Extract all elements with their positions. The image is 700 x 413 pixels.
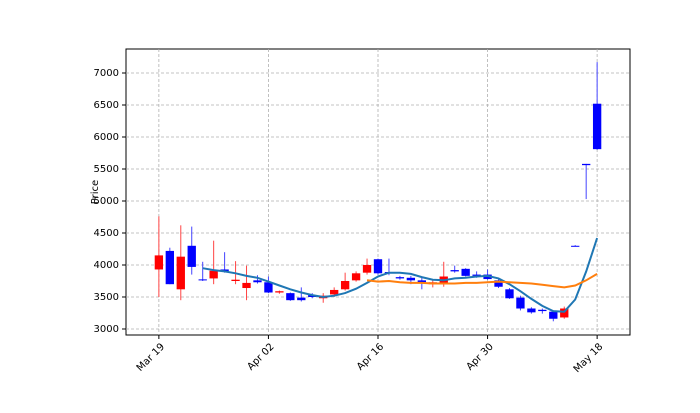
candle-body (330, 289, 339, 295)
y-tick-label: 5000 (94, 196, 119, 207)
y-tick-label: 6000 (94, 132, 119, 143)
x-tick-label: Apr 02 (245, 341, 276, 372)
candle-body (406, 277, 416, 281)
x-tick-label: Apr 30 (465, 341, 496, 372)
candle-body (549, 311, 558, 319)
y-tick-label: 4500 (94, 228, 119, 239)
x-tick-label: Apr 16 (355, 341, 386, 372)
candle-body (516, 297, 525, 309)
candle-body (351, 273, 361, 281)
candle-body (198, 279, 207, 281)
y-tick-label: 3000 (94, 324, 119, 335)
moving-average-line (202, 237, 599, 313)
y-tick-label: 6500 (94, 100, 119, 111)
candle-body (154, 255, 164, 270)
candle-body (264, 282, 273, 293)
candle-body (571, 245, 580, 247)
y-tick-label: 4000 (94, 260, 119, 271)
candle-body (395, 277, 405, 279)
candle-body (187, 245, 196, 267)
candle-body (209, 270, 218, 279)
candle-body (373, 259, 383, 274)
candle-body (242, 282, 251, 289)
candle-body (176, 256, 185, 290)
candle-body (582, 163, 591, 166)
candle-body (538, 309, 547, 312)
candle-body (286, 293, 295, 301)
candle-body (450, 270, 459, 272)
candle-body (340, 280, 350, 290)
candle-body (297, 297, 306, 301)
x-tick-label: May 18 (572, 341, 606, 375)
y-tick-label: 5500 (94, 164, 119, 175)
candle-body (275, 291, 284, 293)
y-axis-label: Price (90, 180, 101, 204)
candle-body (472, 274, 481, 276)
candle-body (461, 268, 470, 276)
candle-body (505, 289, 514, 299)
y-tick-label: 3500 (94, 292, 119, 303)
candle-body (231, 279, 240, 281)
candle-body (592, 103, 602, 150)
candle-body (494, 280, 503, 287)
y-tick-label: 7000 (94, 68, 119, 79)
candle-body (253, 280, 262, 283)
candle-body (527, 308, 536, 313)
moving-average-line (366, 273, 598, 289)
candle-body (560, 308, 569, 318)
candle-body (165, 250, 174, 285)
candle-body (417, 280, 426, 283)
x-tick-label: Mar 19 (135, 341, 167, 373)
candle-body (362, 264, 372, 273)
